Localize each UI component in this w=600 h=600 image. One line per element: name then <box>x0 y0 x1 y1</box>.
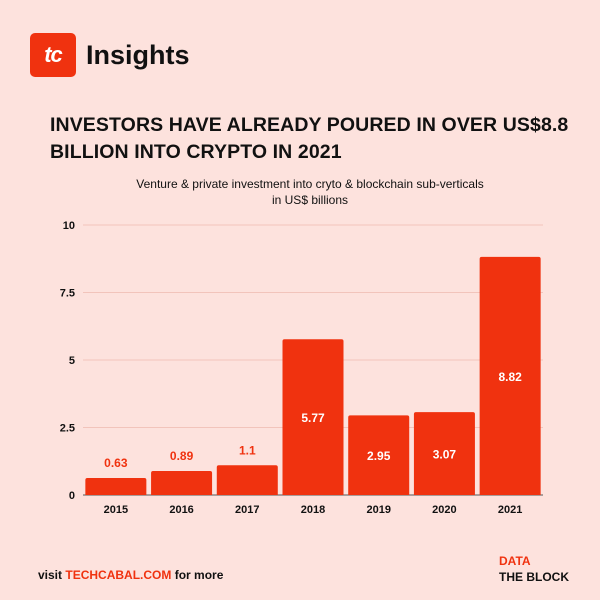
x-tick-label: 2017 <box>235 504 259 516</box>
footer-visit-text: visit TECHCABAL.COM for more <box>38 568 223 582</box>
bar <box>282 339 344 495</box>
bar-value-label: 0.63 <box>104 456 128 470</box>
source-label: DATA <box>499 554 531 568</box>
chart-unit-subtitle: in US$ billions <box>271 193 349 207</box>
techcabal-logo-badge: tc <box>30 33 76 77</box>
y-tick-label: 5 <box>69 355 75 367</box>
bar <box>413 412 475 495</box>
x-tick-label: 2020 <box>432 504 456 516</box>
chart-title: Venture & private investment into cryto … <box>136 177 484 191</box>
bar <box>479 256 541 495</box>
source-name: THE BLOCK <box>499 570 569 584</box>
x-tick-label: 2018 <box>301 504 325 516</box>
brand-logo: tc Insights <box>30 33 190 77</box>
brand-name: Insights <box>86 39 190 70</box>
bar-value-label: 0.89 <box>170 449 194 463</box>
x-tick-label: 2015 <box>104 504 128 516</box>
bar <box>151 470 213 495</box>
y-tick-label: 7.5 <box>60 288 75 300</box>
bar-value-label: 3.07 <box>433 448 457 462</box>
x-tick-label: 2021 <box>498 504 522 516</box>
bar <box>216 465 278 495</box>
bar-value-label: 1.1 <box>239 443 256 457</box>
footer-prefix: visit <box>38 568 66 582</box>
bar-value-label: 8.82 <box>498 370 522 384</box>
x-tick-label: 2019 <box>366 504 390 516</box>
data-source: DATA THE BLOCK <box>499 553 569 585</box>
bar-value-label: 5.77 <box>301 411 325 425</box>
footer-site-link[interactable]: TECHCABAL.COM <box>65 568 172 582</box>
bar <box>85 477 147 495</box>
bar <box>348 415 410 495</box>
x-tick-label: 2016 <box>169 504 193 516</box>
footer-suffix: for more <box>171 568 224 582</box>
headline: INVESTORS HAVE ALREADY POURED IN OVER US… <box>50 114 569 163</box>
y-tick-label: 0 <box>69 490 75 502</box>
chart-subtitle-block: Venture & private investment into cryto … <box>60 176 560 208</box>
bar-value-label: 2.95 <box>367 449 391 463</box>
y-tick-label: 10 <box>63 220 75 232</box>
y-tick-label: 2.5 <box>60 423 75 435</box>
